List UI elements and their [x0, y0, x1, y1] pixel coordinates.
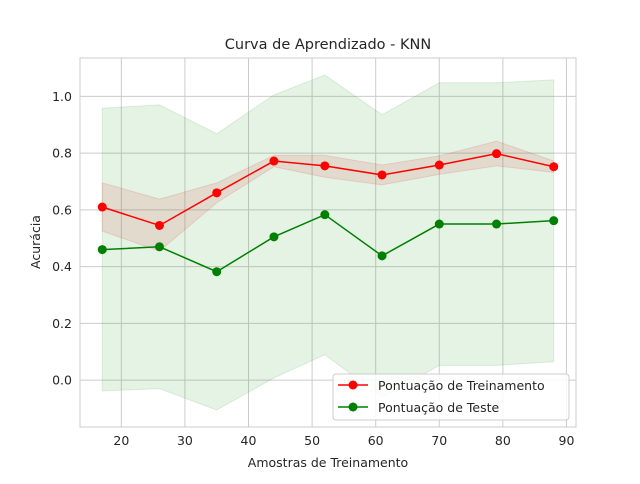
data-point: [434, 219, 444, 229]
confidence-band: [101, 74, 555, 411]
y-tick-label: 0.2: [52, 316, 72, 331]
data-point: [154, 242, 164, 252]
x-tick-label: 40: [241, 433, 257, 448]
y-tick-label: 1.0: [52, 89, 72, 104]
legend-box: [332, 373, 570, 421]
x-tick-label: 80: [495, 433, 511, 448]
series-points: [97, 149, 559, 277]
x-axis-label: Amostras de Treinamento: [248, 455, 408, 470]
y-tick-label: 0.8: [52, 146, 72, 161]
x-tick-label: 50: [304, 433, 320, 448]
data-point: [269, 156, 279, 166]
data-point: [154, 220, 164, 230]
y-tick-label: 0.6: [52, 202, 72, 217]
data-point: [492, 219, 502, 229]
data-point: [97, 202, 107, 212]
data-point: [320, 161, 330, 171]
data-point: [269, 232, 279, 242]
x-tick-label: 70: [431, 433, 447, 448]
legend: Pontuação de Treinamento Pontuação de Te…: [332, 373, 570, 421]
legend-marker-test: [348, 402, 358, 412]
data-point: [549, 162, 559, 172]
y-axis-ticks: 0.0 0.2 0.4 0.6 0.8 1.0: [52, 89, 72, 388]
grid-lines: [80, 58, 576, 427]
data-point: [97, 245, 107, 255]
data-point: [377, 251, 387, 261]
legend-label-test: Pontuação de Teste: [378, 400, 500, 415]
data-point: [434, 160, 444, 170]
plot-frame: [79, 57, 577, 428]
y-tick-label: 0.4: [52, 259, 72, 274]
x-tick-label: 30: [177, 433, 193, 448]
data-point: [212, 188, 222, 198]
data-point: [212, 267, 222, 277]
plot-area: [80, 58, 576, 427]
chart-title: Curva de Aprendizado - KNN: [225, 37, 431, 53]
data-point: [377, 170, 387, 180]
x-tick-label: 90: [559, 433, 575, 448]
data-point: [320, 210, 330, 220]
legend-marker-training: [348, 380, 358, 390]
x-axis-ticks: 20 30 40 50 60 70 80 90: [113, 433, 574, 448]
x-tick-label: 20: [113, 433, 129, 448]
y-tick-label: 0.0: [52, 373, 72, 388]
data-point: [549, 216, 559, 226]
y-axis-label: Acurácia: [28, 215, 43, 269]
x-tick-label: 60: [368, 433, 384, 448]
data-point: [492, 149, 502, 159]
legend-label-training: Pontuação de Treinamento: [378, 378, 545, 393]
